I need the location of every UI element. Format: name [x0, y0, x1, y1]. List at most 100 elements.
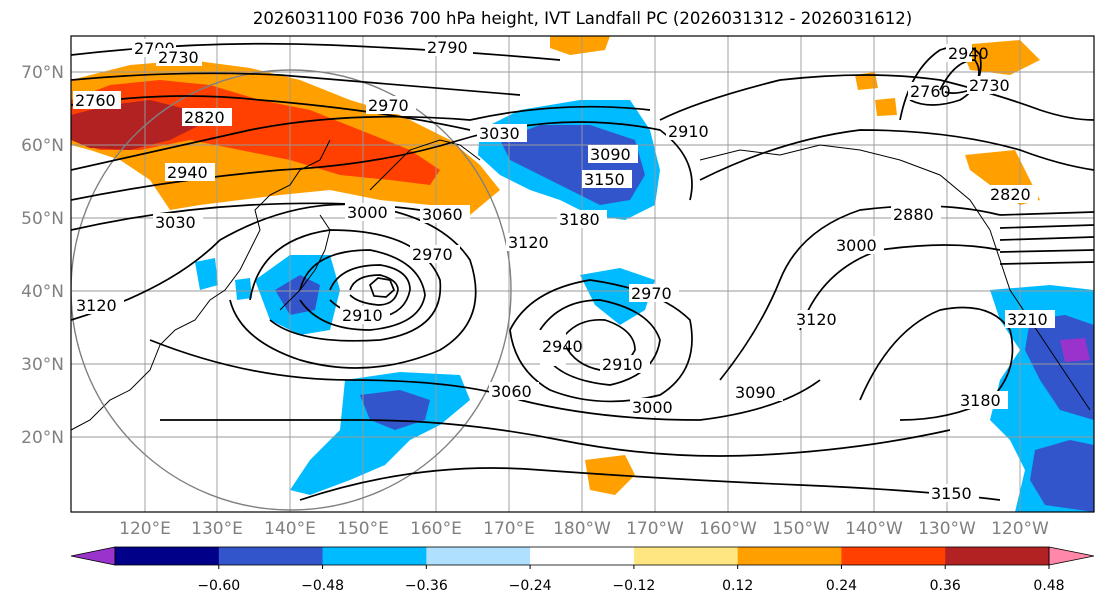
contour-label: 2970 — [412, 245, 453, 264]
contour-line — [659, 74, 1094, 121]
lon-label: 180°W — [553, 519, 611, 539]
colorbar-tick-label: −0.24 — [509, 578, 552, 594]
neg-anomaly-central — [580, 268, 655, 325]
neg-anomaly-east-core2 — [1030, 440, 1094, 512]
contour-label: 3150 — [584, 170, 625, 189]
colorbar-swatch — [218, 547, 324, 565]
contour-label: 3060 — [491, 382, 532, 401]
neg-anomaly-east-max — [1060, 338, 1090, 362]
contour-label: 2730 — [158, 48, 199, 67]
contour-label: 3030 — [155, 213, 196, 232]
contour-label: 3120 — [796, 310, 837, 329]
contour-label: 3090 — [735, 383, 776, 402]
pos-anomaly-top — [550, 36, 610, 55]
contour-line — [999, 249, 1094, 253]
colorbar-tick-label: 0.12 — [722, 578, 753, 594]
colorbar-tick-label: −0.60 — [197, 578, 240, 594]
colorbar-swatch — [115, 547, 220, 565]
lon-label: 140°E — [264, 519, 316, 539]
longitude-labels: 120°E 130°E 140°E 150°E 160°E 170°E 180°… — [119, 519, 1049, 539]
contour-label: 2970 — [631, 284, 672, 303]
colorbar-swatches — [71, 547, 1094, 565]
contour-label: 3030 — [479, 124, 520, 143]
contour-label: 3210 — [1007, 310, 1048, 329]
contour-label: 2940 — [948, 44, 989, 63]
contour-line — [299, 467, 1001, 501]
colorbar: −0.60 −0.48 −0.36 −0.24 −0.12 0.12 0.24 0.36 0.4… — [70, 546, 1095, 594]
colorbar-swatch — [633, 547, 739, 565]
contour-label: 3180 — [559, 210, 600, 229]
lat-label: 30°N — [21, 355, 64, 375]
lon-label: 130°E — [191, 519, 243, 539]
contour-label: 3180 — [960, 391, 1001, 410]
contour-label: 3000 — [836, 236, 877, 255]
contour-label: 2970 — [368, 96, 409, 115]
contour-label: 3000 — [632, 398, 673, 417]
lon-label: 160°W — [699, 519, 757, 539]
contour-label: 3120 — [508, 233, 549, 252]
contour-label: 2790 — [427, 38, 468, 57]
contour-line — [999, 236, 1094, 241]
lon-label: 130°W — [918, 519, 976, 539]
lon-label: 160°E — [410, 519, 462, 539]
contour-label: 2910 — [668, 122, 709, 141]
lat-label: 40°N — [21, 282, 64, 302]
pos-anomaly-west-max — [71, 100, 200, 150]
lat-label: 70°N — [21, 63, 64, 83]
lat-label: 50°N — [21, 209, 64, 229]
contour-label: 3150 — [931, 484, 972, 503]
neg-anomaly-small1 — [195, 258, 218, 290]
height-contours — [71, 42, 1094, 501]
contour-line — [999, 224, 1094, 229]
contour-line — [159, 419, 951, 457]
colorbar-swatch — [426, 547, 531, 565]
contour-label: 2730 — [969, 76, 1010, 95]
asia-coast — [71, 139, 331, 431]
lat-label: 60°N — [21, 136, 64, 156]
alaska-coast — [699, 144, 991, 231]
contour-line — [71, 203, 477, 369]
contour-line — [299, 249, 426, 331]
neg-anomaly-small2 — [235, 278, 252, 300]
contour-line — [699, 129, 1094, 181]
lon-label: 150°W — [772, 519, 830, 539]
contour-line — [999, 261, 1094, 265]
pos-anomaly-ne2 — [855, 72, 878, 90]
contour-label: 2940 — [542, 337, 583, 356]
contour-line — [71, 105, 651, 171]
contour-label: 2910 — [342, 306, 383, 325]
lon-label: 120°W — [991, 519, 1049, 539]
colorbar-tick-label: −0.12 — [612, 578, 655, 594]
pos-anomaly-ne3 — [875, 98, 897, 116]
contour-line — [509, 279, 693, 403]
kamchatka-coast — [369, 139, 481, 191]
contour-label: 2820 — [990, 185, 1031, 204]
lon-label: 170°W — [626, 519, 684, 539]
contour-line — [369, 277, 396, 298]
contour-labels: 2700 2730 2790 2760 2820 2970 3030 2910 … — [73, 38, 1055, 503]
contour-line — [939, 59, 980, 94]
contour-line — [564, 318, 636, 371]
lon-label: 140°W — [845, 519, 903, 539]
contour-label: 2760 — [910, 82, 951, 101]
contour-label: 2820 — [184, 108, 225, 127]
region-outline — [71, 69, 512, 511]
contour-label: 2910 — [602, 355, 643, 374]
contour-line — [71, 72, 521, 96]
colorbar-swatch — [945, 547, 1050, 565]
colorbar-swatch — [1049, 547, 1094, 565]
contour-label: 2760 — [75, 91, 116, 110]
colorbar-swatch — [737, 547, 842, 565]
colorbar-swatch — [530, 547, 635, 565]
colorbar-swatch — [322, 547, 427, 565]
lon-label: 170°E — [483, 519, 535, 539]
contour-line — [539, 299, 661, 386]
contour-line — [999, 211, 1094, 216]
contour-label: 2880 — [893, 205, 934, 224]
contour-label: 3000 — [347, 203, 388, 222]
contour-line — [899, 45, 982, 121]
latitude-labels: 70°N 60°N 50°N 40°N 30°N 20°N — [21, 63, 64, 448]
colorbar-swatch — [71, 547, 115, 565]
contour-label: 3120 — [76, 296, 117, 315]
